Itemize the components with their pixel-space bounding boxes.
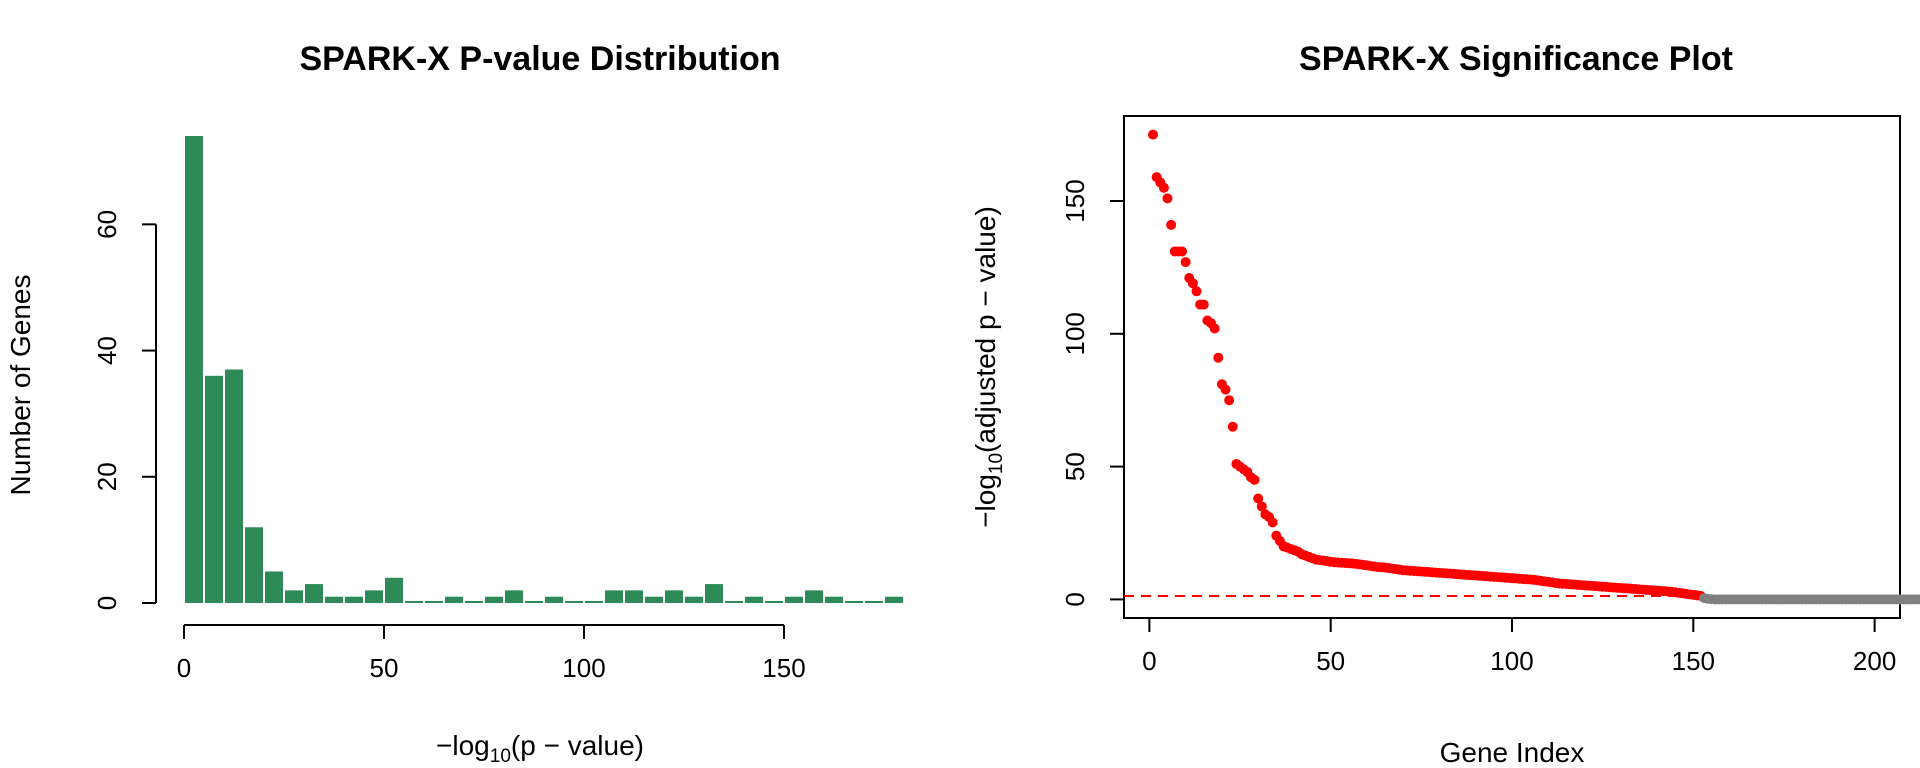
histogram-bar bbox=[705, 584, 723, 603]
significance-x-label: Gene Index bbox=[1440, 737, 1585, 768]
histogram-bar bbox=[605, 590, 623, 603]
histogram-y-axis: 0 20 40 60 bbox=[92, 210, 157, 610]
histogram-bar bbox=[385, 577, 403, 603]
histogram-x-label-sub: 10 bbox=[490, 746, 511, 767]
significance-x-tick-label: 0 bbox=[1142, 646, 1156, 676]
nonsignificant-gene-point bbox=[1913, 594, 1920, 605]
significant-gene-point bbox=[1166, 219, 1177, 230]
significant-gene-point bbox=[1253, 493, 1264, 504]
significance-y-tick-label: 100 bbox=[1060, 312, 1090, 355]
significant-gene-point bbox=[1267, 517, 1278, 528]
histogram-bar bbox=[825, 596, 843, 603]
histogram-bar bbox=[365, 590, 383, 603]
significant-gene-point bbox=[1249, 474, 1260, 485]
histogram-bar bbox=[525, 601, 543, 603]
significance-x-tick-label: 50 bbox=[1316, 646, 1345, 676]
histogram-bar bbox=[625, 590, 643, 603]
histogram-bar bbox=[245, 527, 263, 603]
histogram-bar bbox=[565, 601, 583, 603]
histogram-bar bbox=[205, 375, 223, 603]
significant-gene-point bbox=[1213, 352, 1224, 363]
significant-gene-point bbox=[1177, 246, 1188, 257]
histogram-bar bbox=[845, 601, 863, 603]
significant-gene-point bbox=[1227, 421, 1238, 432]
histogram-x-tick-label: 100 bbox=[562, 653, 605, 683]
histogram-bar bbox=[465, 601, 483, 603]
histogram-bar bbox=[485, 596, 503, 603]
significant-gene-point bbox=[1209, 323, 1220, 334]
histogram-bar bbox=[805, 590, 823, 603]
significance-y-axis: 0 50 100 150 bbox=[1060, 179, 1124, 607]
histogram-bar bbox=[285, 590, 303, 603]
significance-title: SPARK-X Significance Plot bbox=[1299, 40, 1733, 78]
significant-gene-point bbox=[1187, 278, 1198, 289]
histogram-y-tick-label: 40 bbox=[92, 336, 122, 365]
significant-gene-point bbox=[1256, 501, 1267, 512]
histogram-x-tick-label: 50 bbox=[370, 653, 399, 683]
histogram-bar bbox=[865, 601, 883, 603]
significance-y-tick-label: 50 bbox=[1060, 452, 1090, 481]
significance-y-tick-label: 0 bbox=[1060, 592, 1090, 606]
histogram-bar bbox=[305, 584, 323, 603]
significance-y-tick-label: 150 bbox=[1060, 179, 1090, 222]
significance-y-label-prefix: −log bbox=[970, 474, 1001, 528]
histogram-bar bbox=[645, 596, 663, 603]
significant-gene-point bbox=[1162, 193, 1173, 204]
histogram-bar bbox=[325, 596, 343, 603]
histogram-bar bbox=[505, 590, 523, 603]
histogram-bar bbox=[185, 136, 203, 603]
histogram-y-tick-label: 20 bbox=[92, 462, 122, 491]
histogram-x-label: −log10(p − value) bbox=[436, 730, 644, 767]
significant-gene-point bbox=[1220, 384, 1231, 395]
significance-x-tick-label: 200 bbox=[1853, 646, 1896, 676]
histogram-bar bbox=[265, 571, 283, 603]
histogram-x-tick-label: 150 bbox=[762, 653, 805, 683]
histogram-bar bbox=[765, 601, 783, 603]
histogram-y-tick-label: 0 bbox=[92, 596, 122, 610]
histogram-bar bbox=[665, 590, 683, 603]
histogram-title: SPARK-X P-value Distribution bbox=[299, 40, 780, 78]
significant-gene-point bbox=[1198, 299, 1209, 310]
significance-y-label-sub: 10 bbox=[986, 453, 1007, 474]
histogram-bar bbox=[685, 596, 703, 603]
histogram-bars bbox=[185, 136, 903, 603]
significant-gene-point bbox=[1158, 182, 1169, 193]
histogram-bar bbox=[345, 596, 363, 603]
significance-plot-box bbox=[1123, 115, 1901, 619]
histogram-bar bbox=[785, 596, 803, 603]
histogram-bar bbox=[745, 596, 763, 603]
histogram-x-label-prefix: −log bbox=[436, 730, 490, 761]
histogram-bar bbox=[225, 369, 243, 603]
significance-x-axis: 0 50 100 150 200 bbox=[1142, 618, 1896, 676]
histogram-bar bbox=[885, 596, 903, 603]
significant-gene-point bbox=[1148, 129, 1159, 140]
significance-y-label: −log10(adjusted p − value) bbox=[970, 206, 1007, 528]
significance-x-tick-label: 150 bbox=[1672, 646, 1715, 676]
significance-y-label-suffix: (adjusted p − value) bbox=[970, 206, 1001, 453]
histogram-x-tick-label: 0 bbox=[177, 653, 191, 683]
significance-panel: SPARK-X Significance Plot 0 50 100 150 200 0… bbox=[970, 40, 1920, 768]
histogram-bar bbox=[425, 601, 443, 603]
histogram-bar bbox=[445, 596, 463, 603]
histogram-y-label: Number of Genes bbox=[5, 275, 36, 496]
histogram-bar bbox=[585, 601, 603, 603]
significance-points bbox=[1148, 129, 1920, 605]
significant-gene-point bbox=[1191, 286, 1202, 297]
histogram-x-label-suffix: (p − value) bbox=[511, 730, 644, 761]
histogram-bar bbox=[725, 601, 743, 603]
histogram-bar bbox=[545, 596, 563, 603]
histogram-y-tick-label: 60 bbox=[92, 210, 122, 239]
histogram-bar bbox=[405, 601, 423, 603]
significant-gene-point bbox=[1180, 257, 1191, 268]
histogram-x-axis: 0 50 100 150 bbox=[177, 624, 806, 683]
significance-x-tick-label: 100 bbox=[1490, 646, 1533, 676]
significant-gene-point bbox=[1224, 395, 1235, 406]
histogram-panel: SPARK-X P-value Distribution 0 50 100 150 0… bbox=[5, 40, 903, 767]
